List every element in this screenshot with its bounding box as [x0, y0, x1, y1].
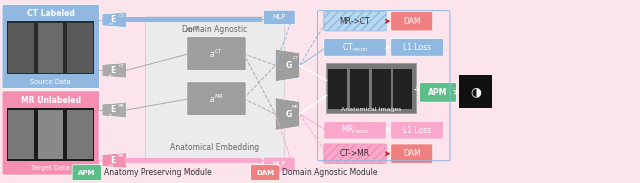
Text: G: G [285, 61, 292, 70]
FancyBboxPatch shape [67, 23, 93, 73]
FancyBboxPatch shape [324, 38, 387, 56]
FancyBboxPatch shape [391, 121, 444, 139]
Text: a: a [109, 73, 112, 77]
Polygon shape [102, 63, 126, 78]
Text: Domain Agnostic: Domain Agnostic [182, 25, 248, 34]
Polygon shape [275, 49, 300, 82]
FancyBboxPatch shape [419, 83, 456, 102]
Text: ◑: ◑ [470, 85, 481, 98]
FancyBboxPatch shape [328, 69, 348, 109]
Text: E: E [110, 105, 116, 115]
FancyBboxPatch shape [38, 23, 63, 73]
FancyBboxPatch shape [391, 12, 433, 31]
Text: MLP: MLP [273, 161, 286, 167]
FancyBboxPatch shape [250, 165, 280, 181]
Text: DAM: DAM [403, 149, 420, 158]
Text: E: E [110, 66, 116, 75]
FancyBboxPatch shape [391, 38, 444, 56]
FancyBboxPatch shape [324, 12, 387, 31]
FancyBboxPatch shape [2, 4, 100, 89]
Text: CT: CT [118, 14, 124, 18]
FancyBboxPatch shape [394, 69, 412, 109]
FancyBboxPatch shape [38, 109, 63, 159]
FancyBboxPatch shape [67, 109, 93, 159]
Text: DAM: DAM [256, 170, 274, 176]
Text: MR$_{recon}$: MR$_{recon}$ [340, 124, 369, 137]
FancyBboxPatch shape [350, 69, 369, 109]
FancyBboxPatch shape [324, 144, 387, 163]
FancyBboxPatch shape [8, 109, 34, 159]
FancyBboxPatch shape [328, 69, 348, 109]
Text: MR Unlabeled: MR Unlabeled [20, 96, 81, 105]
FancyBboxPatch shape [263, 10, 295, 25]
FancyBboxPatch shape [459, 75, 492, 108]
Text: a: a [109, 113, 112, 117]
FancyBboxPatch shape [145, 17, 284, 159]
FancyBboxPatch shape [372, 69, 391, 109]
Text: Anatomical Images: Anatomical Images [340, 107, 401, 112]
Text: L1 Loss: L1 Loss [403, 43, 431, 52]
Text: E: E [110, 156, 116, 165]
Text: $m^{MR}$: $m^{MR}$ [185, 166, 201, 178]
FancyBboxPatch shape [7, 108, 95, 161]
FancyBboxPatch shape [187, 37, 246, 71]
Text: Target Data: Target Data [31, 165, 70, 171]
Text: CT: CT [118, 64, 124, 68]
Text: CT: CT [292, 56, 298, 60]
Text: $m^{CT}$: $m^{CT}$ [185, 25, 201, 36]
FancyBboxPatch shape [2, 91, 100, 175]
Text: CT->MR: CT->MR [340, 149, 370, 158]
Text: MLP: MLP [273, 14, 286, 20]
FancyBboxPatch shape [263, 157, 295, 171]
Text: CT Labeled: CT Labeled [27, 9, 75, 18]
FancyBboxPatch shape [350, 69, 369, 109]
Text: MR->CT: MR->CT [340, 17, 371, 26]
FancyBboxPatch shape [72, 165, 101, 181]
Text: DAM: DAM [403, 17, 420, 26]
Text: m: m [109, 23, 113, 27]
Polygon shape [102, 12, 126, 27]
Text: $a^{CT}$: $a^{CT}$ [209, 47, 223, 60]
FancyBboxPatch shape [187, 82, 246, 116]
Text: Anatomy Preserving Module: Anatomy Preserving Module [104, 168, 212, 177]
Text: Anatomical Embedding: Anatomical Embedding [170, 143, 259, 152]
FancyBboxPatch shape [324, 121, 387, 139]
Text: m: m [109, 163, 113, 167]
Text: MR: MR [292, 105, 299, 109]
Text: MR: MR [118, 154, 125, 158]
FancyBboxPatch shape [326, 63, 415, 113]
Text: Domain Agnostic Module: Domain Agnostic Module [282, 168, 378, 177]
Polygon shape [102, 153, 126, 168]
Text: L1 Loss: L1 Loss [403, 126, 431, 135]
FancyBboxPatch shape [394, 69, 412, 109]
Text: MR: MR [118, 104, 125, 108]
Text: APM: APM [428, 88, 447, 97]
Polygon shape [102, 102, 126, 118]
Text: Source Data: Source Data [30, 79, 71, 85]
Text: $a^{MR}$: $a^{MR}$ [209, 93, 224, 105]
Text: APM: APM [78, 170, 95, 176]
Text: G: G [285, 110, 292, 119]
FancyBboxPatch shape [391, 144, 433, 163]
Text: E: E [110, 15, 116, 24]
Text: CT$_{recon}$: CT$_{recon}$ [342, 41, 369, 54]
Polygon shape [275, 98, 300, 130]
FancyBboxPatch shape [8, 23, 34, 73]
FancyBboxPatch shape [7, 21, 95, 74]
FancyBboxPatch shape [372, 69, 391, 109]
